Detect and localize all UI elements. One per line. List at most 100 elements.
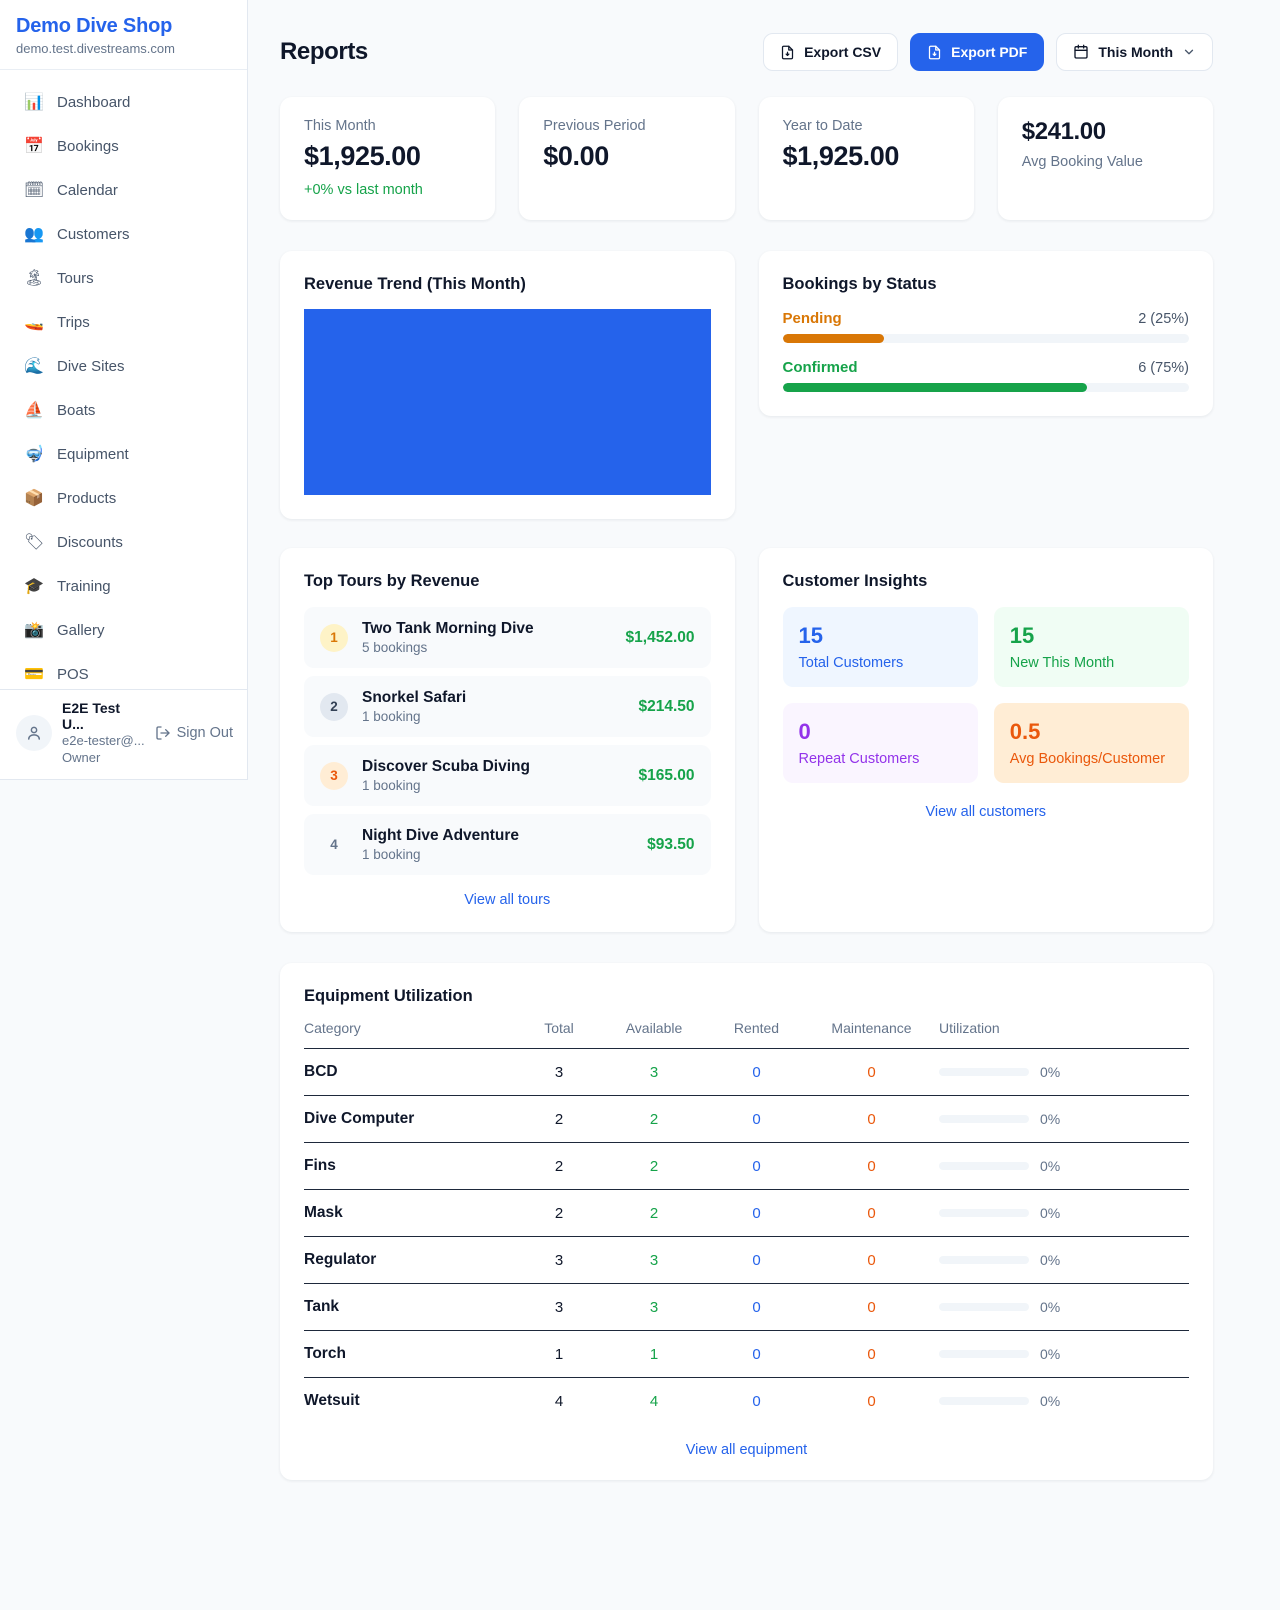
sidebar-item-label: Tours bbox=[57, 269, 94, 287]
stat-card-year-to-date: Year to Date $1,925.00 bbox=[758, 97, 974, 220]
cell-maintenance: 0 bbox=[867, 1204, 876, 1222]
sidebar-item-label: Training bbox=[57, 577, 111, 595]
cell-rented: 0 bbox=[752, 1204, 761, 1222]
cell-rented: 0 bbox=[752, 1392, 761, 1410]
view-all-customers-link[interactable]: View all customers bbox=[925, 804, 1047, 820]
sidebar-item-trips[interactable]: 🚤 Trips bbox=[12, 304, 235, 340]
page-header: Reports Export CSV Export PDF This Month bbox=[280, 33, 1213, 71]
col-total: Total bbox=[544, 1020, 574, 1036]
cell-category: Torch bbox=[304, 1345, 346, 1362]
sidebar-item-dive-sites[interactable]: 🌊 Dive Sites bbox=[12, 348, 235, 384]
tour-revenue: $214.50 bbox=[638, 697, 695, 715]
sign-out-button[interactable]: Sign Out bbox=[155, 725, 233, 741]
calendar-icon bbox=[1074, 44, 1089, 59]
tile-label: Avg Bookings/Customer bbox=[1009, 751, 1166, 767]
sidebar-item-calendar[interactable]: 🗓 Calendar bbox=[12, 172, 235, 208]
bookings-by-status-title: Bookings by Status bbox=[782, 275, 937, 293]
tile-value: 15 bbox=[1009, 623, 1035, 648]
camera-icon: 📸 bbox=[24, 622, 44, 639]
cell-available: 2 bbox=[649, 1157, 659, 1175]
tour-row[interactable]: 2 Snorkel Safari 1 booking $214.50 bbox=[304, 676, 711, 737]
stat-label: Avg Booking Value bbox=[1021, 154, 1143, 170]
tile-value: 0.5 bbox=[1009, 719, 1041, 744]
export-pdf-button[interactable]: Export PDF bbox=[910, 33, 1045, 71]
utilization-percent: 0% bbox=[1040, 1346, 1061, 1362]
status-label: Confirmed bbox=[782, 359, 858, 376]
chevron-down-icon bbox=[1184, 49, 1194, 55]
export-csv-button[interactable]: Export CSV bbox=[763, 33, 899, 71]
spiral-calendar-icon: 🗓 bbox=[24, 182, 45, 199]
table-row: BCD 3 3 0 0 0% bbox=[304, 1049, 1189, 1096]
utilization-bar bbox=[939, 1303, 1029, 1311]
customer-insights-title: Customer Insights bbox=[782, 572, 928, 590]
cell-category: Fins bbox=[304, 1157, 336, 1174]
cell-utilization: 0% bbox=[939, 1064, 1189, 1080]
insight-tile-repeat-customers: 0 Repeat Customers bbox=[782, 703, 978, 783]
sidebar-item-boats[interactable]: ⛵ Boats bbox=[12, 392, 235, 428]
stat-card-avg-booking-value: $241.00 Avg Booking Value bbox=[997, 97, 1213, 220]
utilization-bar bbox=[939, 1162, 1029, 1170]
stat-value: $1,925.00 bbox=[782, 141, 900, 171]
header-actions: Export CSV Export PDF This Month bbox=[763, 33, 1213, 71]
sidebar-item-products[interactable]: 📦 Products bbox=[12, 480, 235, 516]
cell-category: Mask bbox=[304, 1204, 343, 1221]
revenue-trend-card: Revenue Trend (This Month) bbox=[280, 251, 735, 519]
equipment-table-header: Category Total Available Rented Maintena… bbox=[304, 1020, 1189, 1049]
progress-track bbox=[782, 383, 1189, 392]
sidebar-item-label: Bookings bbox=[57, 137, 119, 155]
sidebar-item-discounts[interactable]: 🏷 Discounts bbox=[12, 524, 235, 560]
utilization-percent: 0% bbox=[1040, 1393, 1061, 1409]
utilization-bar bbox=[939, 1209, 1029, 1217]
sidebar-item-equipment[interactable]: 🤿 Equipment bbox=[12, 436, 235, 472]
view-all-tours-link[interactable]: View all tours bbox=[464, 892, 551, 908]
utilization-percent: 0% bbox=[1040, 1299, 1061, 1315]
sidebar-item-dashboard[interactable]: 📊 Dashboard bbox=[12, 84, 235, 120]
tile-label: Repeat Customers bbox=[798, 751, 920, 767]
sidebar-item-customers[interactable]: 👥 Customers bbox=[12, 216, 235, 252]
sidebar-item-tours[interactable]: 🏝 Tours bbox=[12, 260, 235, 296]
view-all-equipment-link[interactable]: View all equipment bbox=[685, 1442, 808, 1458]
table-row: Fins 2 2 0 0 0% bbox=[304, 1143, 1189, 1190]
sidebar-item-bookings[interactable]: 📅 Bookings bbox=[12, 128, 235, 164]
utilization-bar bbox=[939, 1115, 1029, 1123]
cell-total: 2 bbox=[554, 1110, 564, 1128]
insight-tile-avg-bookings: 0.5 Avg Bookings/Customer bbox=[993, 703, 1189, 783]
status-count: 6 (75%) bbox=[1138, 360, 1189, 376]
progress-track bbox=[782, 334, 1189, 343]
stat-card-previous-period: Previous Period $0.00 bbox=[519, 97, 735, 220]
sidebar-item-gallery[interactable]: 📸 Gallery bbox=[12, 612, 235, 648]
dashboard-icon: 📊 bbox=[24, 94, 44, 111]
utilization-bar bbox=[939, 1350, 1029, 1358]
sidebar-item-training[interactable]: 🎓 Training bbox=[12, 568, 235, 604]
cell-total: 3 bbox=[554, 1298, 564, 1316]
tour-row[interactable]: 3 Discover Scuba Diving 1 booking $165.0… bbox=[304, 745, 711, 806]
tour-row[interactable]: 4 Night Dive Adventure 1 booking $93.50 bbox=[304, 814, 711, 875]
revenue-trend-title: Revenue Trend (This Month) bbox=[304, 275, 526, 293]
top-tours-card: Top Tours by Revenue 1 Two Tank Morning … bbox=[280, 548, 735, 932]
calendar-date-icon: 📅 bbox=[24, 138, 44, 155]
tour-row[interactable]: 1 Two Tank Morning Dive 5 bookings $1,45… bbox=[304, 607, 711, 668]
cell-available: 3 bbox=[649, 1251, 659, 1269]
sidebar-item-pos[interactable]: 💳 POS bbox=[12, 656, 235, 689]
utilization-bar bbox=[939, 1397, 1029, 1405]
customer-insights-card: Customer Insights 15 Total Customers 15 … bbox=[758, 548, 1213, 932]
tour-name: Discover Scuba Diving bbox=[362, 758, 530, 775]
file-download-icon bbox=[928, 45, 941, 59]
cell-available: 4 bbox=[649, 1392, 659, 1410]
period-select[interactable]: This Month bbox=[1056, 33, 1213, 71]
table-row: Wetsuit 4 4 0 0 0% bbox=[304, 1378, 1189, 1424]
cell-rented: 0 bbox=[752, 1063, 761, 1081]
col-utilization: Utilization bbox=[939, 1020, 1000, 1036]
tile-value: 0 bbox=[798, 719, 811, 744]
status-label: Pending bbox=[782, 310, 842, 327]
rank-badge: 3 bbox=[320, 761, 348, 790]
user-role: Owner bbox=[62, 750, 101, 766]
top-tours-title: Top Tours by Revenue bbox=[304, 572, 480, 590]
revenue-trend-chart bbox=[304, 309, 711, 495]
cell-maintenance: 0 bbox=[867, 1345, 876, 1363]
cell-available: 1 bbox=[649, 1345, 659, 1363]
stat-value: $0.00 bbox=[543, 141, 609, 171]
sidebar-item-label: Calendar bbox=[57, 181, 118, 199]
user-email: e2e-tester@... bbox=[62, 732, 145, 748]
sidebar-user-footer: E2E Test U... e2e-tester@... Owner Sign … bbox=[0, 688, 247, 779]
